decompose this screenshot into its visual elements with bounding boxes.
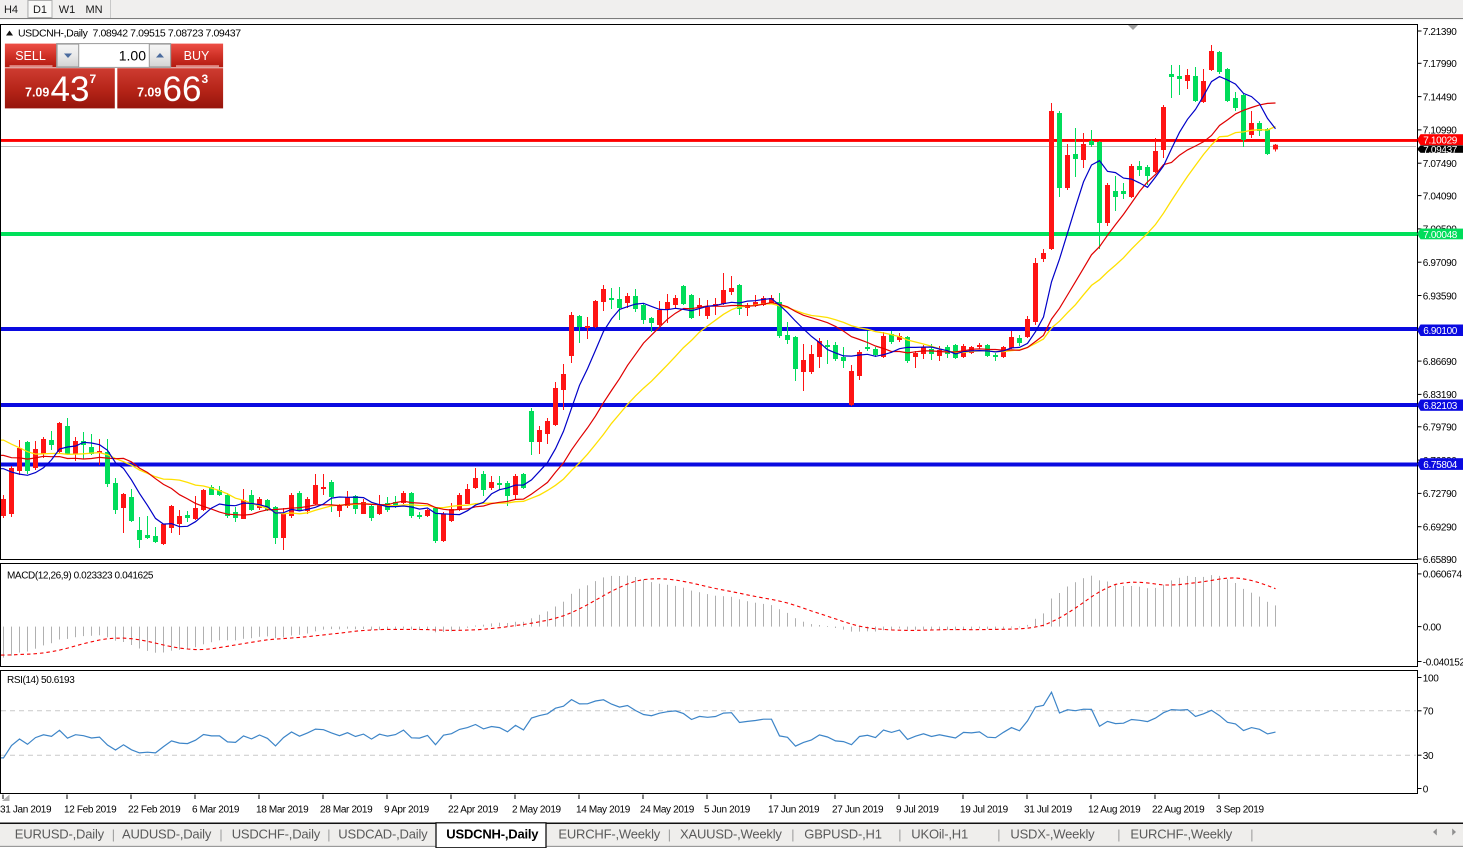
svg-text:USDCNH-,Daily: USDCNH-,Daily (446, 827, 539, 842)
svg-text:0.00: 0.00 (1423, 622, 1442, 633)
svg-text:2 May 2019: 2 May 2019 (512, 805, 562, 816)
svg-text:6.90100: 6.90100 (1423, 326, 1457, 337)
svg-text:-0.040152: -0.040152 (1423, 657, 1463, 668)
svg-text:24 May 2019: 24 May 2019 (640, 805, 695, 816)
svg-text:7.07490: 7.07490 (1423, 159, 1457, 170)
svg-text:7.21390: 7.21390 (1423, 27, 1457, 38)
svg-text:|: | (219, 828, 222, 842)
svg-text:7.17990: 7.17990 (1423, 59, 1457, 70)
svg-text:7.10990: 7.10990 (1423, 126, 1457, 137)
svg-text:|: | (791, 828, 794, 842)
svg-text:7.09: 7.09 (25, 86, 49, 100)
svg-text:EURCHF-,Weekly: EURCHF-,Weekly (1130, 827, 1232, 842)
svg-text:18 Mar 2019: 18 Mar 2019 (256, 805, 309, 816)
svg-text:6 Mar 2019: 6 Mar 2019 (192, 805, 240, 816)
svg-text:|: | (898, 828, 901, 842)
svg-text:31 Jan 2019: 31 Jan 2019 (0, 805, 52, 816)
svg-text:|: | (668, 828, 671, 842)
svg-text:66: 66 (163, 70, 202, 109)
svg-text:BUY: BUY (184, 49, 210, 63)
svg-text:30: 30 (1423, 751, 1434, 762)
svg-text:|: | (1117, 828, 1120, 842)
svg-text:12 Feb 2019: 12 Feb 2019 (64, 805, 117, 816)
svg-text:USDCNH-,Daily 7.08942 7.09515: USDCNH-,Daily 7.08942 7.09515 7.08723 7.… (18, 28, 241, 40)
svg-text:22 Aug 2019: 22 Aug 2019 (1152, 805, 1205, 816)
svg-text:USDX-,Weekly: USDX-,Weekly (1010, 827, 1095, 842)
svg-text:9 Apr 2019: 9 Apr 2019 (384, 805, 430, 816)
svg-text:RSI(14) 50.6193: RSI(14) 50.6193 (7, 675, 75, 686)
svg-text:6.83190: 6.83190 (1423, 390, 1457, 401)
svg-text:USDCAD-,Daily: USDCAD-,Daily (338, 827, 428, 842)
svg-text:6.97090: 6.97090 (1423, 258, 1457, 269)
svg-text:3: 3 (202, 72, 209, 86)
svg-text:EURUSD-,Daily: EURUSD-,Daily (15, 827, 105, 842)
svg-text:MN: MN (85, 4, 102, 16)
svg-text:17 Jun 2019: 17 Jun 2019 (768, 805, 820, 816)
svg-text:6.82103: 6.82103 (1423, 401, 1457, 412)
svg-text:3 Sep 2019: 3 Sep 2019 (1216, 805, 1264, 816)
svg-text:9 Jul 2019: 9 Jul 2019 (896, 805, 939, 816)
svg-text:12 Aug 2019: 12 Aug 2019 (1088, 805, 1141, 816)
svg-text:6.72790: 6.72790 (1423, 489, 1457, 500)
svg-text:W1: W1 (59, 4, 76, 16)
svg-text:1.00: 1.00 (119, 48, 146, 64)
svg-text:USDCHF-,Daily: USDCHF-,Daily (232, 827, 321, 842)
svg-text:43: 43 (51, 70, 90, 109)
svg-text:7: 7 (90, 72, 97, 86)
svg-text:6.75804: 6.75804 (1423, 460, 1457, 471)
svg-text:7.09: 7.09 (137, 86, 161, 100)
svg-text:6.69290: 6.69290 (1423, 523, 1457, 534)
svg-text:|: | (327, 828, 330, 842)
svg-text:MACD(12,26,9) 0.023323 0.04162: MACD(12,26,9) 0.023323 0.041625 (7, 571, 154, 582)
svg-text:H4: H4 (4, 4, 18, 16)
svg-text:EURCHF-,Weekly: EURCHF-,Weekly (558, 827, 660, 842)
svg-text:|: | (997, 828, 1000, 842)
svg-text:22 Apr 2019: 22 Apr 2019 (448, 805, 499, 816)
svg-text:6.86690: 6.86690 (1423, 357, 1457, 368)
svg-text:22 Feb 2019: 22 Feb 2019 (128, 805, 181, 816)
svg-text:|: | (112, 828, 115, 842)
svg-text:31 Jul 2019: 31 Jul 2019 (1024, 805, 1073, 816)
svg-text:7.14490: 7.14490 (1423, 92, 1457, 103)
svg-text:XAUUSD-,Weekly: XAUUSD-,Weekly (680, 827, 782, 842)
svg-text:7.09437: 7.09437 (1423, 145, 1457, 156)
svg-text:AUDUSD-,Daily: AUDUSD-,Daily (122, 827, 212, 842)
svg-text:14 May 2019: 14 May 2019 (576, 805, 631, 816)
svg-text:6.65890: 6.65890 (1423, 555, 1457, 566)
svg-text:7.00048: 7.00048 (1423, 230, 1457, 241)
svg-text:0.060674: 0.060674 (1423, 570, 1463, 581)
svg-text:GBPUSD-,H1: GBPUSD-,H1 (804, 827, 881, 842)
svg-text:UKOil-,H1: UKOil-,H1 (911, 827, 968, 842)
svg-text:7.04090: 7.04090 (1423, 191, 1457, 202)
svg-text:28 Mar 2019: 28 Mar 2019 (320, 805, 373, 816)
svg-text:5 Jun 2019: 5 Jun 2019 (704, 805, 751, 816)
svg-text:SELL: SELL (15, 49, 46, 63)
svg-text:70: 70 (1423, 707, 1434, 718)
svg-text:6.79790: 6.79790 (1423, 423, 1457, 434)
svg-text:0: 0 (1423, 784, 1429, 795)
svg-text:27 Jun 2019: 27 Jun 2019 (832, 805, 884, 816)
svg-text:19 Jul 2019: 19 Jul 2019 (960, 805, 1009, 816)
svg-text:6.93590: 6.93590 (1423, 291, 1457, 302)
svg-text:D1: D1 (33, 4, 47, 16)
svg-text:100: 100 (1423, 673, 1439, 684)
svg-text:|: | (1250, 828, 1253, 842)
svg-text:7.10029: 7.10029 (1423, 136, 1457, 147)
